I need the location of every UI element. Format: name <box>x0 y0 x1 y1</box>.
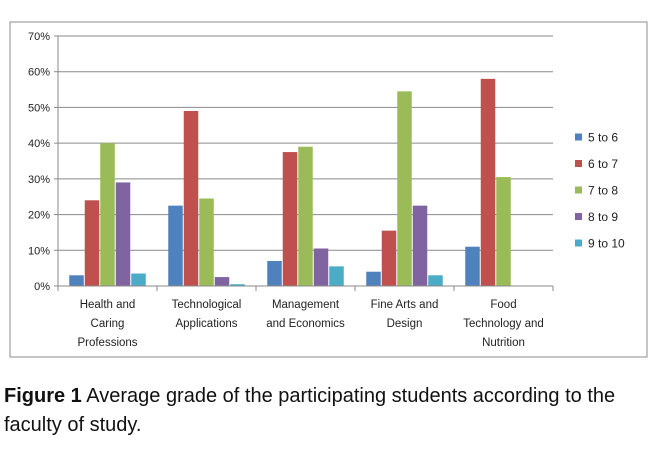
y-tick-label: 70% <box>28 31 50 43</box>
legend-swatch <box>575 239 582 247</box>
bar <box>100 143 115 286</box>
bar <box>199 198 214 286</box>
y-tick-label: 60% <box>28 67 50 79</box>
category-labels: Health and Caring Professions Technological… <box>77 299 543 349</box>
bar <box>397 91 412 286</box>
category-label: Technological Applications <box>172 299 242 330</box>
bar <box>230 284 245 286</box>
bar <box>313 248 329 286</box>
y-tick-label: 20% <box>28 210 50 222</box>
bar <box>183 111 199 286</box>
y-axis-ticks: 0% 10% 20% 30% 40% 50% 60% 70% <box>28 31 58 293</box>
bar <box>282 152 298 286</box>
legend-label: 8 to 9 <box>588 210 618 224</box>
bars <box>69 78 511 286</box>
bar <box>115 182 131 286</box>
bar <box>131 273 146 286</box>
bar <box>496 177 511 286</box>
bar <box>465 246 480 286</box>
bar <box>480 78 496 286</box>
bar <box>168 205 183 286</box>
legend-swatch <box>575 160 582 167</box>
bar <box>298 146 313 286</box>
bar <box>428 275 443 286</box>
y-tick-label: 0% <box>34 281 50 293</box>
legend-swatch <box>575 213 582 220</box>
legend-label: 9 to 10 <box>588 237 625 251</box>
bar <box>84 200 100 286</box>
legend: 5 to 6 6 to 7 7 to 8 8 to 9 9 to 10 <box>575 131 625 251</box>
category-label: Fine Arts and Design <box>371 299 439 330</box>
bar <box>381 230 397 286</box>
bar <box>366 271 381 286</box>
legend-label: 5 to 6 <box>588 131 618 145</box>
category-label: Health and Caring Professions <box>77 299 137 349</box>
legend-swatch <box>575 186 582 194</box>
chart: 0% 10% 20% 30% 40% 50% 60% 70% Health and Caring… <box>9 21 648 358</box>
bar <box>329 266 344 286</box>
legend-label: 6 to 7 <box>588 157 618 171</box>
y-tick-label: 10% <box>28 245 50 257</box>
y-tick-label: 30% <box>28 174 50 186</box>
bar <box>69 275 84 286</box>
category-label: Management and Economics <box>266 299 345 330</box>
y-tick-label: 40% <box>28 138 50 150</box>
bar <box>267 261 282 286</box>
figure-label: Figure 1 <box>4 385 82 407</box>
figure-caption-text: Average grade of the participating stude… <box>4 385 616 436</box>
legend-label: 7 to 8 <box>588 184 618 198</box>
y-tick-label: 50% <box>28 102 50 114</box>
bar <box>412 205 428 286</box>
axes <box>57 36 554 291</box>
category-label: Food Technology and Nutrition <box>463 299 544 349</box>
legend-swatch <box>575 133 582 141</box>
figure-caption: Figure 1 Average grade of the participat… <box>4 382 654 440</box>
bar <box>214 277 230 286</box>
